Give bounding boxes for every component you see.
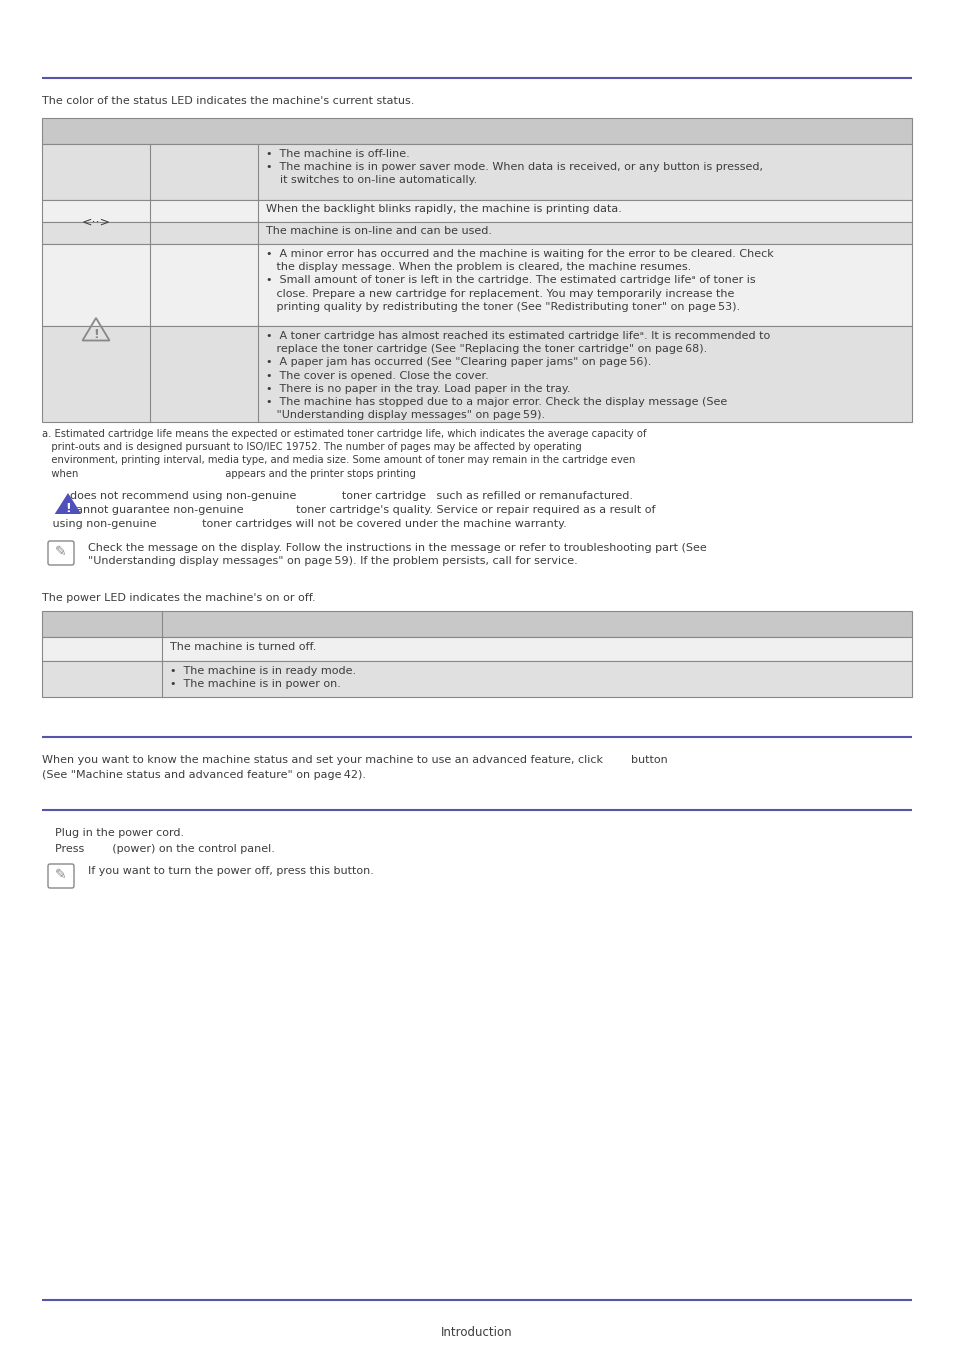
Text: The machine is on-line and can be used.: The machine is on-line and can be used. <box>266 226 492 236</box>
Bar <box>42 144 911 200</box>
FancyBboxPatch shape <box>48 864 74 888</box>
Text: Check the message on the display. Follow the instructions in the message or refe: Check the message on the display. Follow… <box>88 543 706 566</box>
Text: (See "Machine status and advanced feature" on page 42).: (See "Machine status and advanced featur… <box>42 770 366 780</box>
Text: Plug in the power cord.: Plug in the power cord. <box>55 828 184 838</box>
Text: a. Estimated cartridge life means the expected or estimated toner cartridge life: a. Estimated cartridge life means the ex… <box>42 429 646 479</box>
Text: does not recommend using non-genuine             toner cartridge   such as refil: does not recommend using non-genuine ton… <box>42 491 655 528</box>
Text: !: ! <box>65 501 71 515</box>
Text: The power LED indicates the machine's on or off.: The power LED indicates the machine's on… <box>42 593 315 603</box>
Polygon shape <box>54 493 81 514</box>
Text: If you want to turn the power off, press this button.: If you want to turn the power off, press… <box>88 865 374 876</box>
Text: •  A toner cartridge has almost reached its estimated cartridge lifeᵃ. It is rec: • A toner cartridge has almost reached i… <box>266 332 769 421</box>
Text: ✎: ✎ <box>55 868 67 882</box>
Text: •  The machine is off-line.
•  The machine is in power saver mode. When data is : • The machine is off-line. • The machine… <box>266 150 762 186</box>
Bar <box>42 611 911 638</box>
Text: <··>: <··> <box>81 216 111 229</box>
Bar <box>42 200 911 222</box>
Text: When you want to know the machine status and set your machine to use an advanced: When you want to know the machine status… <box>42 755 667 766</box>
Bar <box>42 638 911 661</box>
Text: •  A minor error has occurred and the machine is waiting for the error to be cle: • A minor error has occurred and the mac… <box>266 249 773 311</box>
Bar <box>42 326 911 422</box>
Text: The machine is turned off.: The machine is turned off. <box>170 642 316 652</box>
Bar <box>42 244 911 326</box>
Text: Introduction: Introduction <box>440 1326 513 1339</box>
Text: When the backlight blinks rapidly, the machine is printing data.: When the backlight blinks rapidly, the m… <box>266 204 621 214</box>
Bar <box>42 119 911 144</box>
FancyBboxPatch shape <box>48 541 74 565</box>
Bar <box>42 661 911 697</box>
Text: •  The machine is in ready mode.
•  The machine is in power on.: • The machine is in ready mode. • The ma… <box>170 666 355 689</box>
Text: The color of the status LED indicates the machine's current status.: The color of the status LED indicates th… <box>42 96 414 106</box>
Text: Press        (power) on the control panel.: Press (power) on the control panel. <box>55 844 274 855</box>
Bar <box>42 222 911 244</box>
Text: ✎: ✎ <box>55 545 67 559</box>
Text: !: ! <box>93 329 99 341</box>
